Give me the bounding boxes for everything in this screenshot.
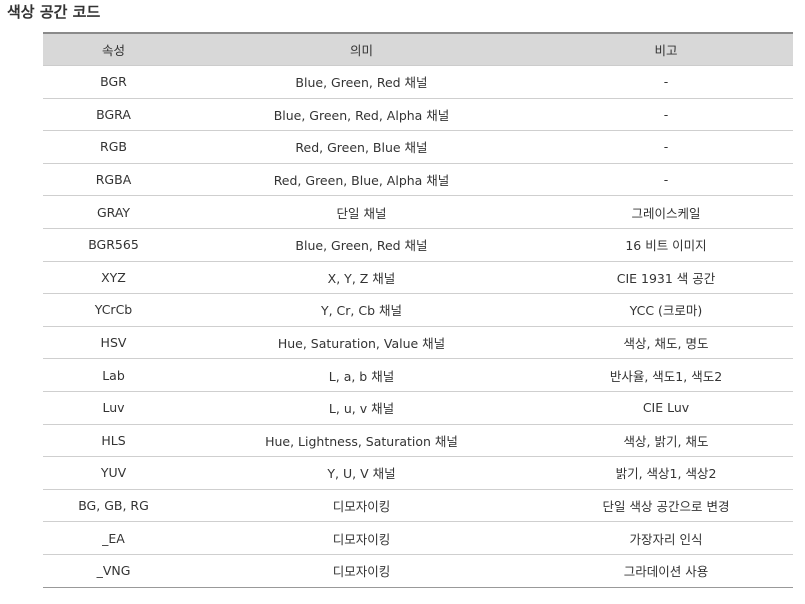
table-row: GRAY 단일 채널 그레이스케일 (43, 196, 793, 229)
cell-note: CIE 1931 색 공간 (539, 261, 793, 294)
cell-meaning: 단일 채널 (184, 196, 539, 229)
cell-meaning: Y, Cr, Cb 채널 (184, 294, 539, 327)
cell-note: CIE Luv (539, 391, 793, 424)
table-row: YCrCb Y, Cr, Cb 채널 YCC (크로마) (43, 294, 793, 327)
cell-note: 16 비트 이미지 (539, 228, 793, 261)
cell-attribute: HSV (43, 326, 184, 359)
cell-meaning: 디모자이킹 (184, 522, 539, 555)
cell-note: - (539, 131, 793, 164)
table-row: BGR565 Blue, Green, Red 채널 16 비트 이미지 (43, 228, 793, 261)
cell-note: 그라데이션 사용 (539, 554, 793, 587)
cell-meaning: Blue, Green, Red 채널 (184, 228, 539, 261)
cell-attribute: BGR (43, 66, 184, 99)
header-note: 비고 (539, 33, 793, 66)
cell-note: 밝기, 색상1, 색상2 (539, 457, 793, 490)
header-attribute: 속성 (43, 33, 184, 66)
cell-meaning: Red, Green, Blue, Alpha 채널 (184, 163, 539, 196)
cell-meaning: Blue, Green, Red, Alpha 채널 (184, 98, 539, 131)
cell-note: - (539, 66, 793, 99)
cell-meaning: L, u, v 채널 (184, 391, 539, 424)
table-row: Lab L, a, b 채널 반사율, 색도1, 색도2 (43, 359, 793, 392)
cell-attribute: RGBA (43, 163, 184, 196)
cell-note: 그레이스케일 (539, 196, 793, 229)
table-row: BGRA Blue, Green, Red, Alpha 채널 - (43, 98, 793, 131)
cell-note: 가장자리 인식 (539, 522, 793, 555)
cell-meaning: Hue, Saturation, Value 채널 (184, 326, 539, 359)
cell-meaning: Blue, Green, Red 채널 (184, 66, 539, 99)
cell-note: - (539, 163, 793, 196)
cell-attribute: YUV (43, 457, 184, 490)
cell-meaning: 디모자이킹 (184, 554, 539, 587)
table-row: RGB Red, Green, Blue 채널 - (43, 131, 793, 164)
cell-meaning: Hue, Lightness, Saturation 채널 (184, 424, 539, 457)
header-meaning: 의미 (184, 33, 539, 66)
table-row: BGR Blue, Green, Red 채널 - (43, 66, 793, 99)
cell-meaning: Y, U, V 채널 (184, 457, 539, 490)
table-row: HSV Hue, Saturation, Value 채널 색상, 채도, 명도 (43, 326, 793, 359)
table-row: YUV Y, U, V 채널 밝기, 색상1, 색상2 (43, 457, 793, 490)
cell-meaning: X, Y, Z 채널 (184, 261, 539, 294)
cell-attribute: BGRA (43, 98, 184, 131)
table-header-row: 속성 의미 비고 (43, 33, 793, 66)
cell-meaning: 디모자이킹 (184, 489, 539, 522)
table-row: Luv L, u, v 채널 CIE Luv (43, 391, 793, 424)
cell-attribute: RGB (43, 131, 184, 164)
cell-attribute: GRAY (43, 196, 184, 229)
cell-attribute: HLS (43, 424, 184, 457)
cell-attribute: XYZ (43, 261, 184, 294)
cell-note: 반사율, 색도1, 색도2 (539, 359, 793, 392)
cell-attribute: _VNG (43, 554, 184, 587)
cell-attribute: _EA (43, 522, 184, 555)
table-row: RGBA Red, Green, Blue, Alpha 채널 - (43, 163, 793, 196)
table-row: _EA 디모자이킹 가장자리 인식 (43, 522, 793, 555)
table-row: _VNG 디모자이킹 그라데이션 사용 (43, 554, 793, 587)
page-title: 색상 공간 코드 (7, 1, 100, 23)
cell-attribute: Luv (43, 391, 184, 424)
cell-meaning: L, a, b 채널 (184, 359, 539, 392)
cell-meaning: Red, Green, Blue 채널 (184, 131, 539, 164)
cell-note: 단일 색상 공간으로 변경 (539, 489, 793, 522)
cell-note: 색상, 밝기, 채도 (539, 424, 793, 457)
table-row: BG, GB, RG 디모자이킹 단일 색상 공간으로 변경 (43, 489, 793, 522)
cell-attribute: BG, GB, RG (43, 489, 184, 522)
table-row: HLS Hue, Lightness, Saturation 채널 색상, 밝기… (43, 424, 793, 457)
cell-note: 색상, 채도, 명도 (539, 326, 793, 359)
cell-attribute: YCrCb (43, 294, 184, 327)
cell-attribute: BGR565 (43, 228, 184, 261)
cell-attribute: Lab (43, 359, 184, 392)
cell-note: - (539, 98, 793, 131)
color-space-table: 속성 의미 비고 BGR Blue, Green, Red 채널 - BGRA … (43, 32, 793, 588)
table-row: XYZ X, Y, Z 채널 CIE 1931 색 공간 (43, 261, 793, 294)
cell-note: YCC (크로마) (539, 294, 793, 327)
